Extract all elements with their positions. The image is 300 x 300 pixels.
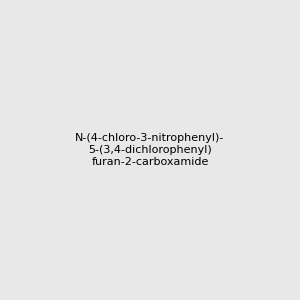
Text: N-(4-chloro-3-nitrophenyl)-
5-(3,4-dichlorophenyl)
furan-2-carboxamide: N-(4-chloro-3-nitrophenyl)- 5-(3,4-dichl…	[75, 134, 225, 166]
